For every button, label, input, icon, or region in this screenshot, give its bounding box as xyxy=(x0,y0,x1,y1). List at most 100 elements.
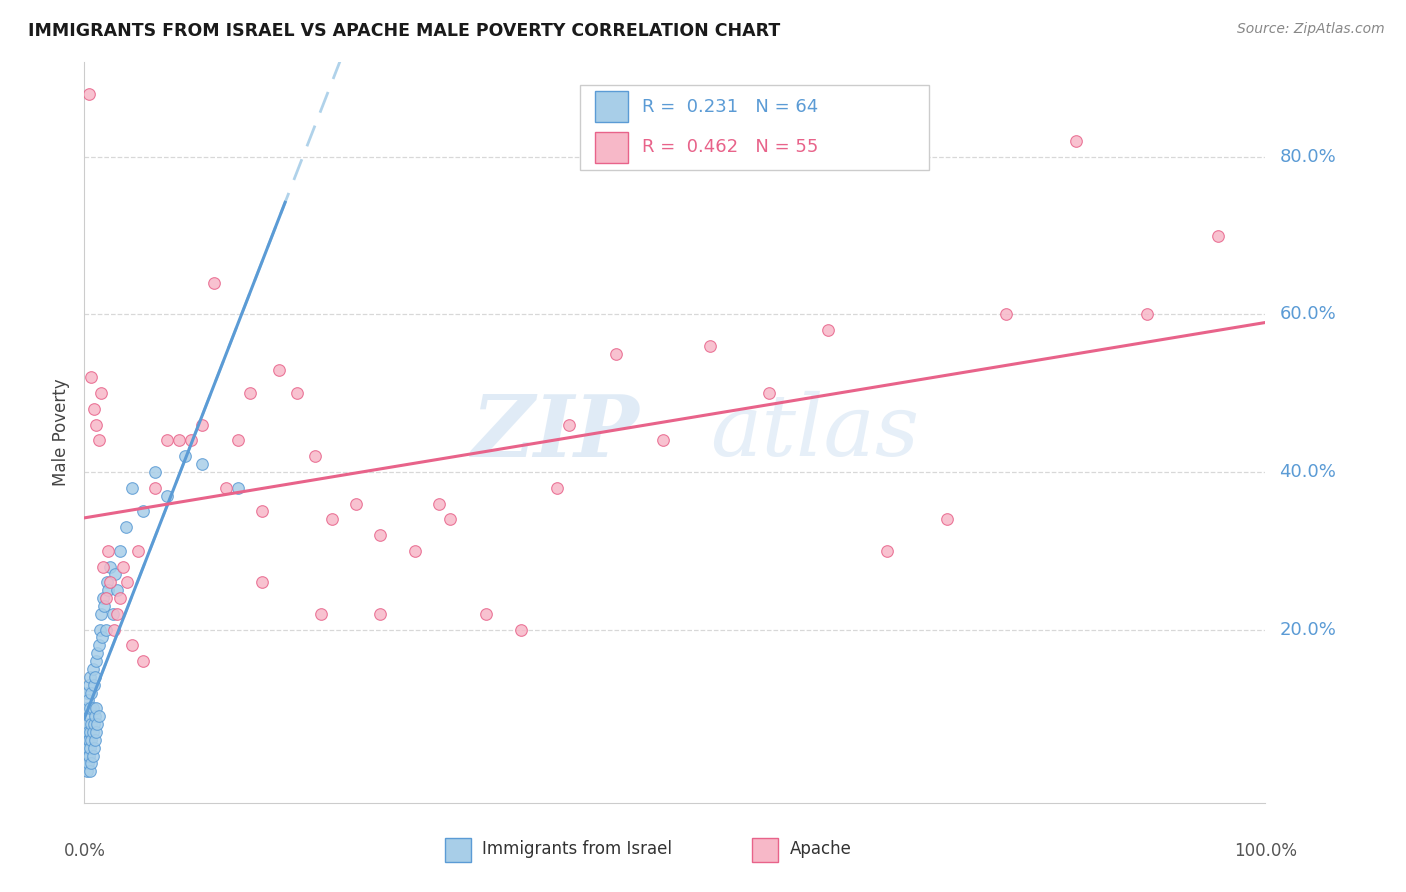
Point xyxy=(77,748,100,763)
Point xyxy=(304,449,326,463)
Point xyxy=(321,512,343,526)
Point xyxy=(427,496,450,510)
Point xyxy=(84,725,107,739)
Point xyxy=(80,732,103,747)
Point xyxy=(83,717,105,731)
Point xyxy=(107,583,129,598)
Text: ZIP: ZIP xyxy=(471,391,640,475)
Point xyxy=(605,347,627,361)
Point xyxy=(96,575,118,590)
Point xyxy=(368,607,391,621)
Point xyxy=(475,607,498,621)
Point xyxy=(79,701,101,715)
Point xyxy=(87,709,110,723)
Text: 60.0%: 60.0% xyxy=(1279,305,1336,324)
Point xyxy=(77,693,100,707)
Point xyxy=(94,591,117,605)
Point xyxy=(84,709,107,723)
Point xyxy=(132,504,155,518)
Point xyxy=(98,575,121,590)
Point xyxy=(143,465,166,479)
Point xyxy=(103,623,125,637)
Point xyxy=(87,434,110,448)
Point xyxy=(77,725,100,739)
Point xyxy=(86,717,108,731)
Point xyxy=(84,417,107,432)
Point xyxy=(180,434,202,448)
Point xyxy=(115,575,138,590)
Point xyxy=(82,701,104,715)
Point xyxy=(1206,228,1229,243)
Point xyxy=(112,559,135,574)
Point xyxy=(121,481,143,495)
Point xyxy=(202,276,225,290)
Y-axis label: Male Poverty: Male Poverty xyxy=(52,379,70,486)
Point xyxy=(994,308,1017,322)
Point xyxy=(76,764,98,779)
Point xyxy=(156,434,179,448)
Point xyxy=(143,481,166,495)
Point xyxy=(94,623,117,637)
Point xyxy=(817,323,839,337)
Point xyxy=(83,402,105,417)
Point xyxy=(77,756,100,771)
Point xyxy=(91,591,114,605)
Point xyxy=(79,764,101,779)
Point xyxy=(87,638,110,652)
Point xyxy=(91,631,114,645)
Point xyxy=(79,670,101,684)
Point xyxy=(546,481,568,495)
Point xyxy=(97,543,120,558)
Point xyxy=(239,386,262,401)
Point xyxy=(368,528,391,542)
Point xyxy=(75,725,97,739)
Point xyxy=(557,417,579,432)
Point xyxy=(191,417,214,432)
Point xyxy=(79,725,101,739)
Point xyxy=(191,457,214,471)
Point xyxy=(93,599,115,613)
Point xyxy=(80,756,103,771)
Point xyxy=(215,481,238,495)
Point xyxy=(439,512,461,526)
Point xyxy=(84,701,107,715)
Point xyxy=(510,623,533,637)
Point xyxy=(285,386,308,401)
Point xyxy=(91,559,114,574)
Text: R =  0.462   N = 55: R = 0.462 N = 55 xyxy=(641,138,818,156)
Point xyxy=(269,362,291,376)
Point xyxy=(250,575,273,590)
Point xyxy=(226,434,249,448)
Point xyxy=(82,725,104,739)
Point xyxy=(84,732,107,747)
Point xyxy=(127,543,149,558)
Text: atlas: atlas xyxy=(710,392,920,474)
Point xyxy=(77,709,100,723)
Text: 40.0%: 40.0% xyxy=(1279,463,1336,481)
Point xyxy=(90,607,112,621)
FancyBboxPatch shape xyxy=(595,91,627,122)
Point xyxy=(250,504,273,518)
Point xyxy=(121,638,143,652)
Point xyxy=(404,543,426,558)
Point xyxy=(108,591,131,605)
Point xyxy=(89,623,111,637)
Point xyxy=(98,559,121,574)
Point xyxy=(77,87,100,101)
Text: Immigrants from Israel: Immigrants from Israel xyxy=(482,840,672,858)
Point xyxy=(108,543,131,558)
Point xyxy=(82,662,104,676)
Point xyxy=(167,434,190,448)
Point xyxy=(97,583,120,598)
Point xyxy=(652,434,675,448)
Point xyxy=(173,449,195,463)
Point xyxy=(156,489,179,503)
Point xyxy=(77,678,100,692)
Point xyxy=(75,756,97,771)
Point xyxy=(84,654,107,668)
Text: 100.0%: 100.0% xyxy=(1234,842,1296,860)
Point xyxy=(226,481,249,495)
Point xyxy=(1066,134,1088,148)
Point xyxy=(76,685,98,699)
Point xyxy=(82,748,104,763)
